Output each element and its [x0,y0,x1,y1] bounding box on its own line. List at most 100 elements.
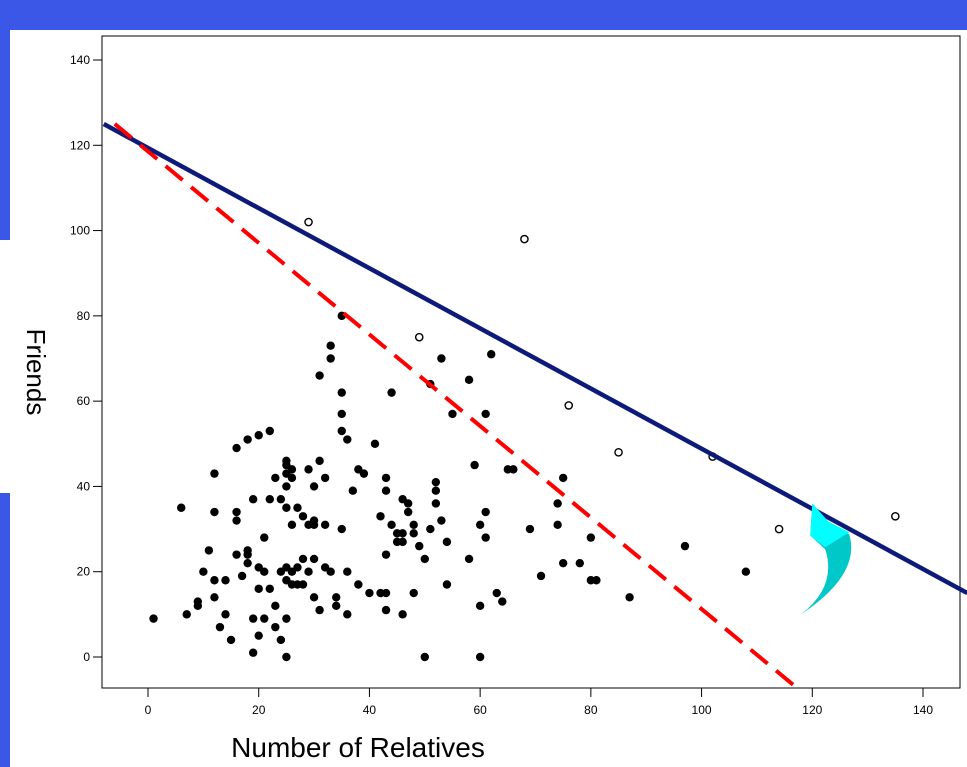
data-point [199,567,208,576]
data-point [287,465,297,474]
data-point [282,503,291,512]
data-point [575,558,584,568]
data-point [232,516,241,525]
data-point [415,541,424,551]
y-tick-label: 0 [83,650,90,664]
data-point [210,576,219,585]
data-point [332,593,341,602]
data-point [464,554,474,564]
outlier-point [304,217,313,227]
y-tick-label: 120 [70,138,90,152]
data-point [309,593,319,602]
x-tick-label: 80 [584,703,598,717]
data-point [741,567,751,576]
y-tick-label: 20 [77,565,91,579]
x-tick-label: 140 [913,703,933,717]
y-axis: 0 20 40 60 80 100 120 140 [70,53,102,664]
annotation-layer [801,503,852,645]
data-point [442,580,452,589]
data-point [398,537,407,547]
data-point [282,652,291,662]
data-point [254,431,263,440]
outlier-point [520,234,529,244]
data-point [309,520,319,530]
data-point [298,554,308,564]
data-point [337,409,346,419]
data-point [315,371,324,380]
data-point [398,529,407,538]
data-point [221,610,230,619]
data-point [398,610,407,619]
data-point [680,541,690,551]
data-point [232,550,241,559]
data-point [492,588,501,598]
data-point [265,495,274,504]
x-tick-label: 0 [145,703,152,717]
data-point [403,507,413,517]
data-point [182,610,191,619]
data-point [431,499,441,508]
data-point [343,567,352,576]
data-point [282,614,291,623]
data-point [481,507,490,517]
data-point [320,520,330,530]
data-point [475,652,485,662]
data-point [282,482,291,491]
data-point [370,439,380,448]
data-point [592,576,601,585]
data-point [553,520,562,530]
data-point [343,435,352,444]
x-axis: 0 20 40 60 80 100 120 140 [145,688,933,717]
data-point [475,520,485,530]
data-point [326,354,335,363]
data-point [226,635,236,645]
data-point [221,576,230,585]
data-point [381,473,391,483]
data-point [293,503,302,512]
data-point [409,520,418,530]
data-point [193,597,203,606]
curved-arrow-head [810,503,850,548]
data-point [354,580,363,589]
data-point [260,614,269,623]
data-point [315,456,324,466]
data-point [215,622,225,632]
data-point [326,341,335,350]
data-point [343,610,352,619]
data-point [437,516,446,525]
data-point [276,635,286,645]
data-point [420,554,429,564]
y-tick-label: 60 [77,394,91,408]
data-point [381,605,391,615]
y-tick-label: 80 [77,309,91,323]
lines-layer [102,121,967,689]
data-point [625,593,634,602]
data-point [293,563,302,572]
data-point [498,597,507,606]
data-point [431,477,441,487]
data-point [204,546,214,555]
data-point [298,580,308,589]
data-point [348,486,358,495]
data-point [309,482,319,491]
y-axis-title: Friends [21,329,51,416]
data-point [525,524,535,534]
data-point [265,426,274,436]
x-axis-title: Number of Relatives [231,732,485,763]
data-point [298,512,308,521]
data-point [586,533,596,542]
y-tick-label: 140 [70,53,90,67]
x-tick-label: 40 [363,703,377,717]
data-point [243,550,252,559]
data-point [271,601,280,611]
data-point [337,426,346,436]
data-point [326,567,335,576]
data-point [243,558,252,568]
data-point [320,473,330,483]
data-point [437,354,446,363]
data-point [287,520,297,530]
data-point [210,593,219,602]
data-point [304,465,313,474]
